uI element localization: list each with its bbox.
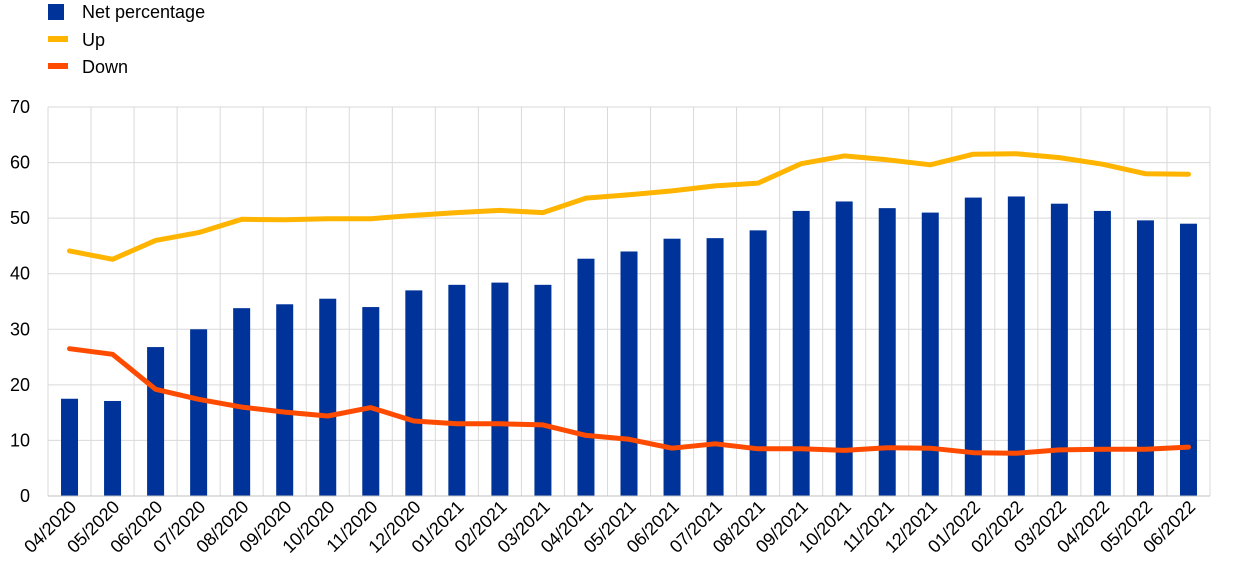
bar-net-percentage: [1093, 210, 1111, 496]
lines: [67, 151, 1191, 456]
bar-net-percentage: [147, 347, 165, 496]
bar-net-percentage: [534, 284, 552, 496]
bar-net-percentage: [405, 290, 423, 496]
bar-net-percentage: [491, 282, 509, 496]
net-percentage-bars: [61, 196, 1197, 497]
bar-net-percentage: [620, 251, 638, 496]
bar-net-percentage: [706, 238, 724, 497]
bar-net-percentage: [921, 212, 939, 497]
legend-label-net: Net percentage: [82, 2, 206, 22]
legend-label-down: Down: [82, 57, 129, 77]
y-tick-label: 70: [10, 97, 30, 117]
bar-net-percentage: [276, 304, 294, 496]
legend-label-up: Up: [82, 29, 106, 50]
bar-net-percentage: [835, 201, 853, 496]
bar-net-percentage: [749, 230, 767, 496]
bar-net-percentage: [362, 307, 380, 496]
y-tick-label: 0: [20, 486, 30, 506]
legend-swatch-net: [48, 4, 64, 20]
y-tick-label: 10: [10, 430, 30, 450]
bar-net-percentage: [663, 238, 681, 496]
bar-net-percentage: [448, 284, 466, 496]
bar-net-percentage: [104, 400, 122, 496]
bar-net-percentage: [964, 197, 982, 496]
bar-net-percentage: [792, 210, 810, 496]
bar-net-percentage: [319, 298, 337, 496]
bar-net-percentage: [1136, 220, 1154, 496]
bar-net-percentage: [1050, 203, 1068, 497]
axes: 01020304050607004/202005/202006/202007/2…: [10, 97, 1210, 557]
bar-net-percentage: [1007, 196, 1025, 496]
y-tick-label: 20: [10, 375, 30, 395]
line-up: [67, 151, 1191, 262]
bar-net-percentage: [233, 308, 251, 496]
line-down: [67, 346, 1191, 456]
y-tick-label: 50: [10, 208, 30, 228]
legend-swatch-down: [48, 63, 68, 69]
bar-net-percentage: [1179, 223, 1197, 496]
y-tick-label: 30: [10, 319, 30, 339]
bar-net-percentage: [577, 258, 595, 496]
bar-net-percentage: [61, 398, 79, 496]
legend-swatch-up: [48, 35, 68, 42]
y-tick-label: 40: [10, 264, 30, 284]
bar-net-percentage: [190, 329, 208, 496]
bar-net-percentage: [878, 208, 896, 496]
y-tick-label: 60: [10, 153, 30, 173]
